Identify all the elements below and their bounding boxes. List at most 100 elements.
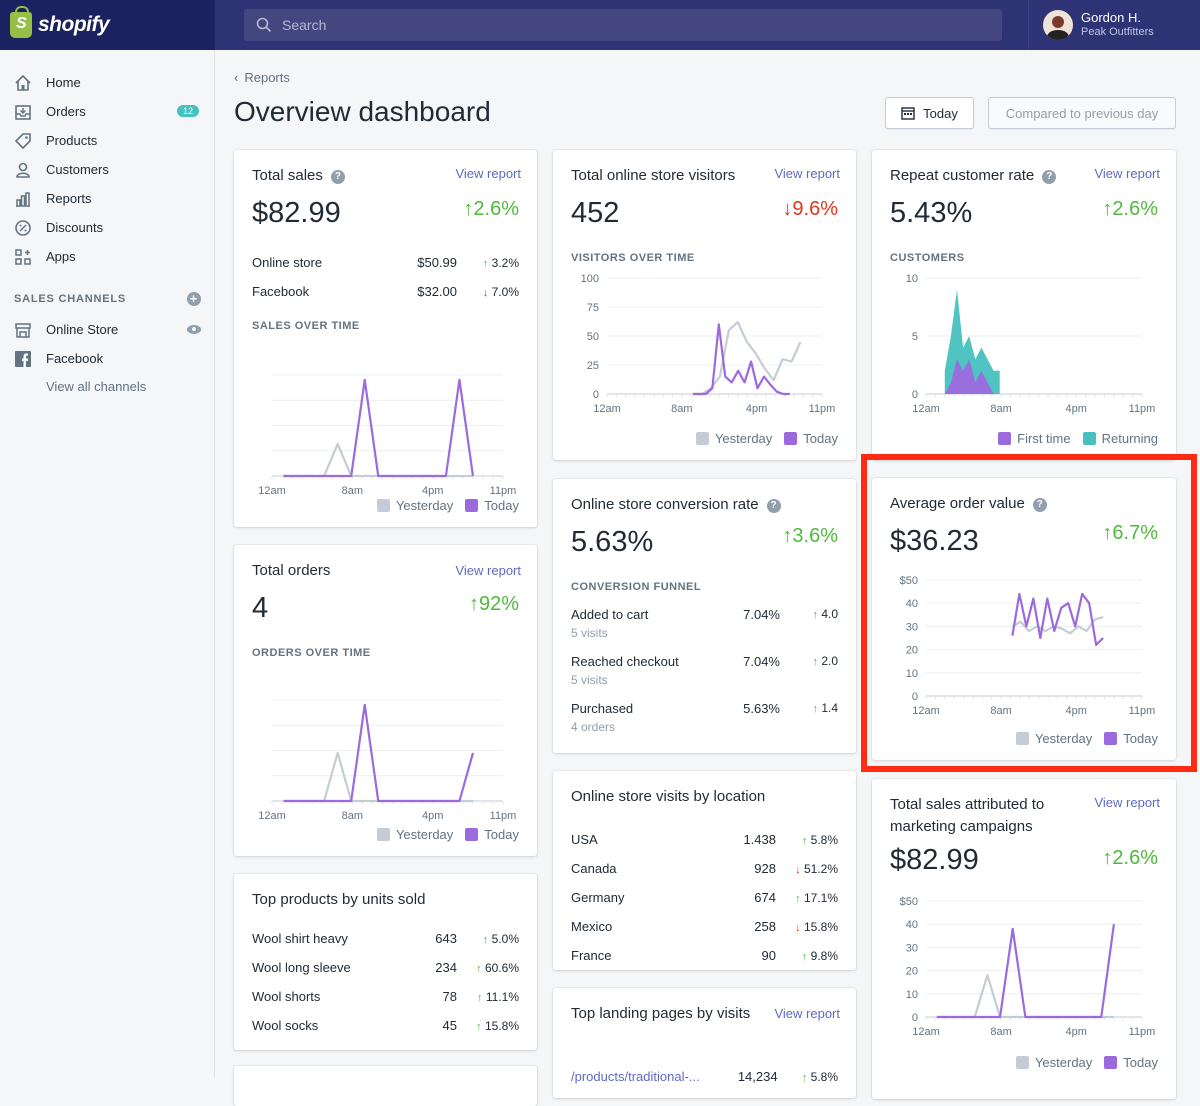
total-sales-card: Total sales? View report $82.99 ↑2.6% On… [234, 150, 537, 527]
row-value: 45 [442, 1018, 457, 1033]
funnel-step-sub: 4 orders [571, 720, 616, 734]
x-tick-label: 11pm [490, 485, 517, 497]
conversion-value: 5.63% [571, 526, 654, 558]
eye-icon[interactable] [187, 325, 201, 334]
view-report-link[interactable]: View report [1094, 166, 1160, 181]
legend-swatch-today [465, 828, 479, 841]
legend-swatch-today [1104, 1056, 1118, 1069]
search-input[interactable]: Search [244, 9, 1002, 41]
sidebar-item-orders[interactable]: Orders 12 [0, 97, 214, 126]
list-item: /products/traditional-... 14,234 ↑ 5.8% [571, 1062, 838, 1091]
funnel-step-name: Added to cart [571, 607, 649, 622]
arrow-up-icon: ↑ [482, 933, 489, 946]
row-change: ↑ 2.0 [780, 654, 838, 687]
chart-legend: Yesterday Today [1004, 731, 1158, 746]
view-report-link[interactable]: View report [1094, 795, 1160, 810]
view-report-link[interactable]: View report [455, 166, 521, 181]
list-item: Mexico 258 ↓ 15.8% [571, 912, 838, 941]
visitors-chart: 100 75 50 25 0 12am 8am 4pm 11pm [581, 273, 836, 415]
x-tick-label: 8am [342, 485, 363, 497]
aov-change: ↑6.7% [1102, 522, 1158, 545]
sidebar-item-discounts[interactable]: Discounts [0, 213, 214, 242]
date-range-button[interactable]: Today [885, 97, 974, 129]
legend-label: Today [803, 431, 838, 446]
store-name: Peak Outfitters [1081, 26, 1154, 38]
sidebar-item-facebook[interactable]: Facebook [0, 344, 214, 373]
series-line-today [693, 323, 790, 396]
legend-swatch-yesterday [376, 499, 390, 512]
y-tick-label: 20 [906, 966, 918, 978]
card-title: Total orders [252, 562, 331, 579]
help-icon[interactable]: ? [1032, 498, 1047, 512]
chart-legend: First time Returning [986, 431, 1158, 446]
sidebar-item-customers[interactable]: Customers [0, 155, 214, 184]
row-value: 234 [435, 960, 457, 975]
row-change-value: 7.0% [491, 284, 519, 299]
x-tick-label: 12am [258, 485, 286, 497]
total-orders-change: ↑92% [469, 593, 519, 616]
row-change-value: 51.2% [803, 861, 838, 876]
row-value: 258 [754, 919, 776, 934]
facebook-icon [13, 349, 33, 369]
sidebar-item-apps[interactable]: Apps [0, 242, 214, 271]
arrow-up-icon: ↑ [801, 834, 808, 847]
orders-chart: 12am 8am 4pm 11pm [258, 699, 516, 822]
sidebar-item-home[interactable]: Home [0, 68, 214, 97]
visitors-value: 452 [571, 197, 620, 229]
breadcrumb[interactable]: ‹ Reports [234, 70, 290, 85]
row-change: ↑ 60.6% [457, 961, 519, 975]
compare-button[interactable]: Compared to previous day [988, 97, 1176, 129]
funnel-step-name: Reached checkout [571, 654, 679, 669]
list-item: Wool long sleeve 234 ↑ 60.6% [252, 953, 519, 982]
brand-name: shopify [38, 13, 110, 36]
card-title-text: Repeat customer rate [890, 167, 1035, 184]
logo[interactable]: S shopify [0, 0, 215, 50]
funnel-step-name: Purchased [571, 701, 634, 716]
landing-page-link[interactable]: /products/traditional-... [571, 1069, 700, 1084]
chevron-left-icon: ‹ [234, 70, 239, 85]
row-change-value: 9.8% [810, 948, 838, 963]
list-item: Online store $50.99 ↑ 3.2% [252, 248, 519, 277]
legend-swatch-first-time [998, 432, 1012, 445]
location-card: Online store visits by location USA 1.438… [553, 771, 856, 970]
list-item: Wool shorts 78 ↑ 11.1% [252, 982, 519, 1011]
legend-swatch-today [1104, 732, 1118, 745]
card-title: Average order value? [890, 494, 1158, 514]
sidebar-item-label: Products [46, 133, 98, 148]
view-report-link[interactable]: View report [774, 1006, 840, 1021]
funnel-step-sub: 5 visits [571, 626, 608, 640]
total-sales-change: ↑2.6% [463, 198, 519, 221]
view-all-channels-link[interactable]: View all channels [46, 379, 147, 394]
add-channel-icon[interactable]: + [187, 292, 201, 306]
sidebar-item-reports[interactable]: Reports [0, 184, 214, 213]
row-change-value: 5.0% [491, 931, 519, 946]
arrow-up-icon: ↑ [477, 991, 483, 1004]
help-icon[interactable]: ? [766, 499, 781, 513]
legend-label: Yesterday [714, 431, 773, 446]
list-item: Canada 928 ↓ 51.2% [571, 854, 838, 883]
y-tick-label: 10 [906, 989, 918, 1001]
x-tick-label: 4pm [422, 810, 443, 822]
sidebar-item-online-store[interactable]: Online Store [0, 315, 214, 344]
bar-chart-icon [13, 189, 33, 209]
discount-icon [13, 218, 33, 238]
view-report-link[interactable]: View report [455, 563, 521, 578]
arrow-down-icon: ↓ [782, 198, 793, 220]
view-report-link[interactable]: View report [774, 166, 840, 181]
x-tick-label: 8am [342, 810, 363, 822]
row-value: 7.04% [743, 607, 780, 622]
legend-label: Yesterday [395, 498, 454, 513]
arrow-up-icon: ↑ [463, 198, 474, 220]
sales-channels-label: SALES CHANNELS [14, 293, 127, 305]
row-value: 928 [754, 861, 776, 876]
user-menu[interactable]: Gordon H. Peak Outfitters [1028, 0, 1200, 50]
x-tick-label: 4pm [746, 403, 767, 415]
y-tick-label: 0 [912, 389, 918, 401]
help-icon[interactable]: ? [1042, 170, 1057, 184]
arrow-up-icon: ↑ [1102, 522, 1113, 544]
help-icon[interactable]: ? [330, 170, 345, 184]
marketing-chart: $50 40 30 20 10 0 12am 8am 4pm 11pm [900, 896, 1156, 1038]
x-tick-label: 12am [912, 403, 940, 415]
row-change-value: 5.8% [810, 1069, 838, 1084]
sidebar-item-products[interactable]: Products [0, 126, 214, 155]
